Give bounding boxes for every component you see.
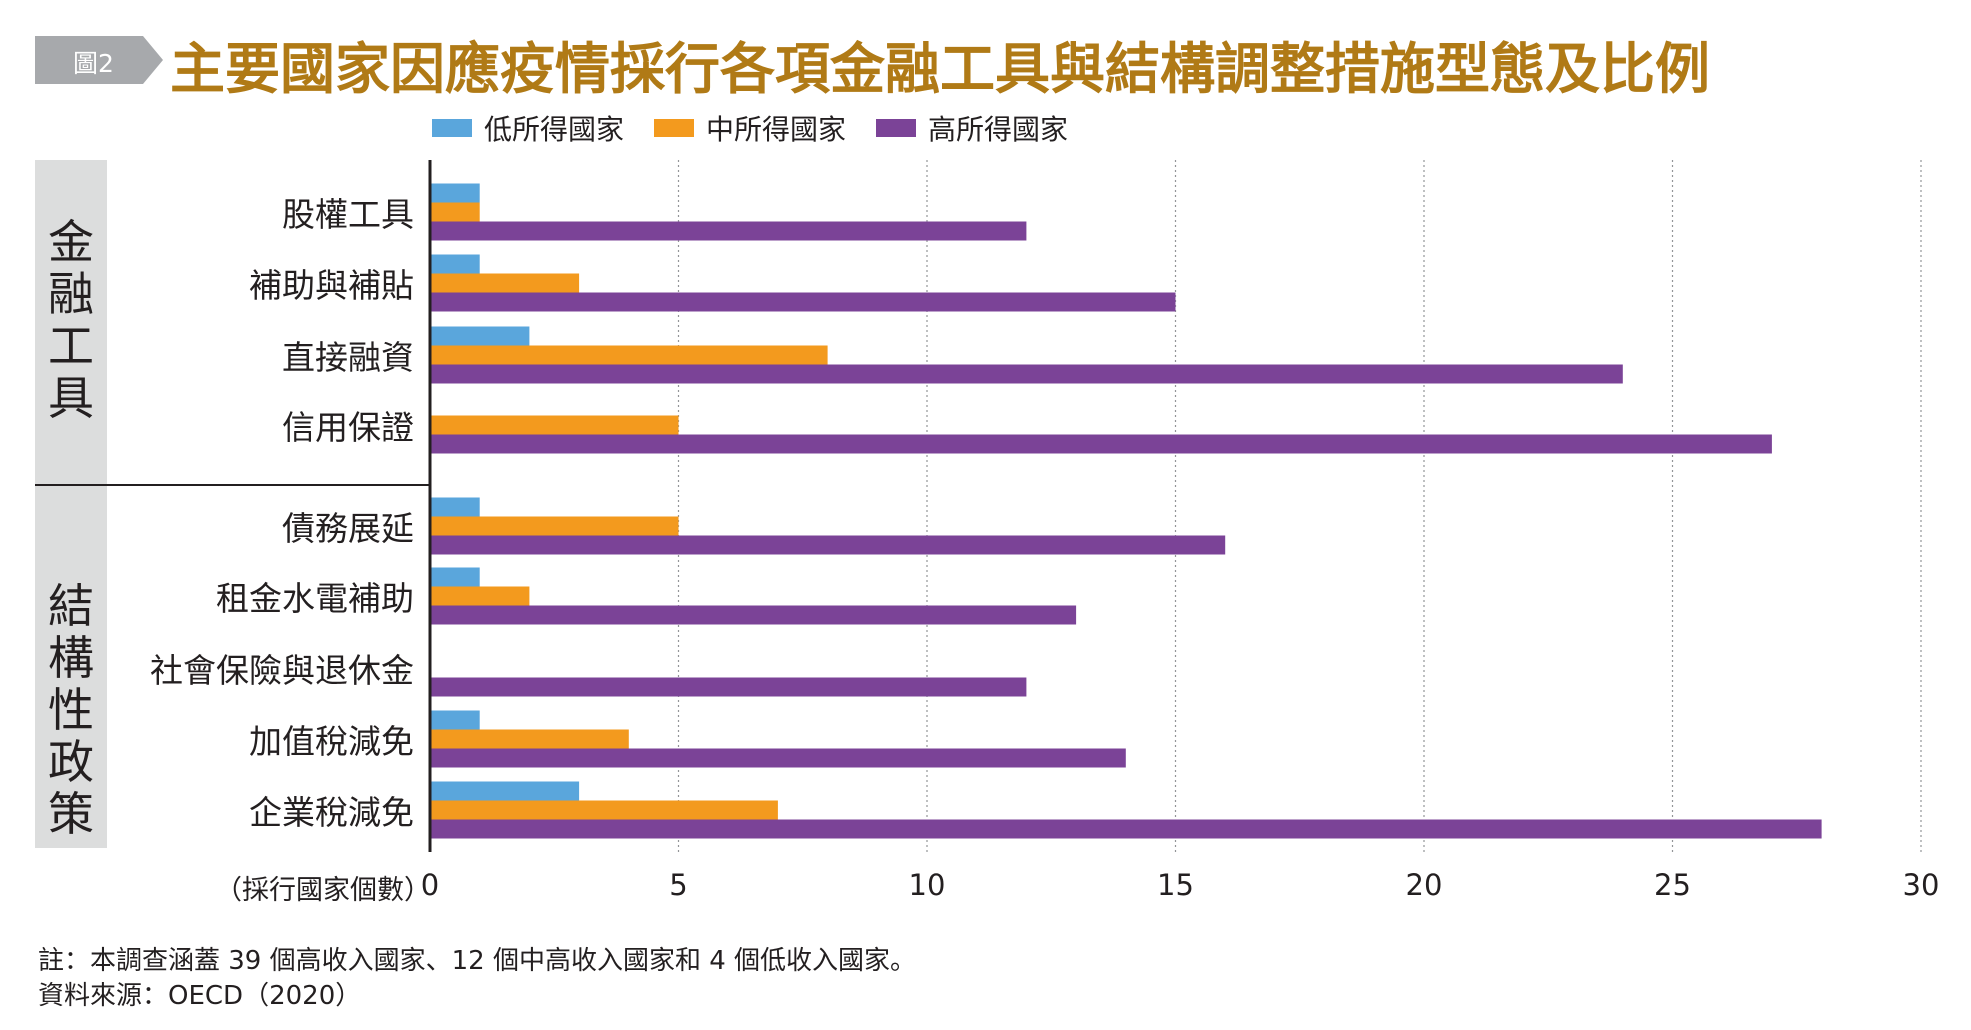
legend-item: 中所得國家 — [654, 108, 846, 148]
category-label: 股權工具 — [282, 195, 414, 234]
legend-item: 高所得國家 — [876, 108, 1068, 148]
bar-low-income — [430, 710, 480, 730]
category-label: 企業稅減免 — [249, 793, 414, 832]
x-tick-label: 15 — [1157, 868, 1194, 902]
category-label: 社會保險與退休金 — [150, 651, 414, 690]
bar-middle-income — [430, 800, 778, 820]
bar-middle-income — [430, 729, 629, 749]
legend-label: 中所得國家 — [706, 113, 847, 146]
legend: 低所得國家 中所得國家 高所得國家 — [432, 108, 1098, 148]
section-label-financial: 金融工具 — [48, 215, 94, 425]
category-label: 加值稅減免 — [249, 722, 414, 761]
bar-high-income — [430, 677, 1027, 697]
bar-low-income — [430, 781, 580, 801]
chart-title: 主要國家因應疫情採行各項金融工具與結構調整措施型態及比例 — [170, 36, 1711, 101]
figure-number: 圖2 — [73, 49, 114, 78]
legend-swatch — [876, 119, 917, 137]
section-panel-financial — [35, 160, 107, 484]
category-label: 補助與補貼 — [249, 266, 414, 305]
x-tick-label: 20 — [1405, 868, 1443, 902]
bar-high-income — [430, 535, 1226, 555]
bar-middle-income — [430, 586, 530, 606]
bar-high-income — [430, 605, 1077, 625]
legend-swatch — [654, 119, 695, 137]
category-label: 債務展延 — [282, 509, 414, 548]
footnote: 註：本調查涵蓋 39 個高收入國家、12 個中高收入國家和 4 個低收入國家。 — [38, 946, 917, 976]
bar-high-income — [430, 364, 1623, 384]
category-label: 直接融資 — [282, 338, 414, 377]
legend-swatch — [432, 119, 472, 137]
x-tick-label: 10 — [908, 868, 946, 902]
bar-high-income — [430, 819, 1822, 839]
x-axis-title: （採行國家個數） — [215, 875, 431, 906]
bar-low-income — [430, 497, 480, 517]
bar-low-income — [430, 254, 480, 274]
section-label-structural: 結構性政策 — [48, 579, 94, 841]
bar-high-income — [430, 748, 1126, 768]
bar-middle-income — [430, 202, 480, 222]
legend-label: 高所得國家 — [928, 113, 1069, 146]
bar-low-income — [430, 326, 530, 346]
bar-middle-income — [430, 516, 679, 536]
x-tick-label: 25 — [1654, 868, 1691, 902]
bar-low-income — [430, 567, 480, 587]
bar-middle-income — [430, 273, 580, 293]
source-note: 資料來源：OECD（2020） — [38, 981, 362, 1011]
bar-middle-income — [430, 415, 679, 435]
category-label: 租金水電補助 — [216, 579, 414, 618]
x-tick-label: 5 — [669, 868, 688, 902]
x-tick-label: 0 — [420, 868, 440, 902]
figure-badge: 圖2 — [35, 36, 163, 84]
figure-badge-arrow — [35, 36, 163, 84]
legend-label: 低所得國家 — [484, 113, 625, 146]
section-divider — [35, 484, 430, 486]
bar-high-income — [430, 292, 1176, 312]
bar-low-income — [430, 183, 480, 203]
section-panel-structural — [35, 486, 107, 848]
x-tick-label: 30 — [1902, 868, 1940, 902]
category-label: 信用保證 — [282, 408, 414, 447]
bar-high-income — [430, 434, 1772, 454]
bar-middle-income — [430, 345, 828, 365]
legend-item: 低所得國家 — [432, 108, 624, 148]
bar-high-income — [430, 221, 1027, 241]
